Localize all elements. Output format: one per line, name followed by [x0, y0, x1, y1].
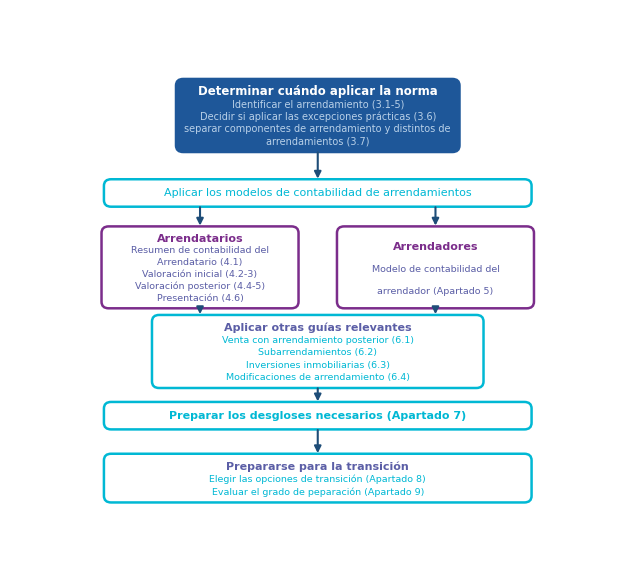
FancyBboxPatch shape — [104, 402, 531, 430]
Text: arrendador (Apartado 5): arrendador (Apartado 5) — [378, 287, 494, 296]
Text: Determinar cuándo aplicar la norma: Determinar cuándo aplicar la norma — [198, 85, 438, 98]
FancyBboxPatch shape — [176, 79, 459, 152]
Text: Inversiones inmobiliarias (6.3): Inversiones inmobiliarias (6.3) — [246, 361, 390, 370]
Text: Aplicar otras guías relevantes: Aplicar otras guías relevantes — [224, 323, 412, 333]
FancyBboxPatch shape — [104, 179, 531, 206]
Text: Arrendatarios: Arrendatarios — [157, 234, 243, 244]
Text: Decidir si aplicar las excepciones prácticas (3.6): Decidir si aplicar las excepciones práct… — [200, 112, 436, 122]
Text: Arrendatario (4.1): Arrendatario (4.1) — [157, 258, 242, 267]
Text: Venta con arrendamiento posterior (6.1): Venta con arrendamiento posterior (6.1) — [222, 336, 414, 345]
Text: Identificar el arrendamiento (3.1-5): Identificar el arrendamiento (3.1-5) — [231, 99, 404, 109]
FancyBboxPatch shape — [337, 227, 534, 308]
Text: Modelo de contabilidad del: Modelo de contabilidad del — [371, 265, 500, 274]
Text: Prepararse para la transición: Prepararse para la transición — [226, 462, 409, 472]
Text: Arrendadores: Arrendadores — [392, 243, 478, 252]
Text: Preparar los desgloses necesarios (Apartado 7): Preparar los desgloses necesarios (Apart… — [169, 411, 466, 421]
Text: Evaluar el grado de peparación (Apartado 9): Evaluar el grado de peparación (Apartado… — [211, 487, 424, 497]
Text: Aplicar los modelos de contabilidad de arrendamientos: Aplicar los modelos de contabilidad de a… — [164, 188, 472, 198]
Text: Subarrendamientos (6.2): Subarrendamientos (6.2) — [259, 348, 377, 357]
FancyBboxPatch shape — [102, 227, 298, 308]
Text: Presentación (4.6): Presentación (4.6) — [157, 294, 244, 303]
Text: arrendamientos (3.7): arrendamientos (3.7) — [266, 137, 370, 147]
Text: Valoración posterior (4.4-5): Valoración posterior (4.4-5) — [135, 282, 265, 291]
FancyBboxPatch shape — [104, 454, 531, 503]
Text: Resumen de contabilidad del: Resumen de contabilidad del — [131, 246, 269, 255]
Text: separar componentes de arrendamiento y distintos de: separar componentes de arrendamiento y d… — [185, 124, 451, 134]
FancyBboxPatch shape — [152, 315, 484, 388]
Text: Modificaciones de arrendamiento (6.4): Modificaciones de arrendamiento (6.4) — [226, 373, 410, 382]
Text: Valoración inicial (4.2-3): Valoración inicial (4.2-3) — [143, 270, 257, 279]
Text: Elegir las opciones de transición (Apartado 8): Elegir las opciones de transición (Apart… — [210, 474, 426, 484]
